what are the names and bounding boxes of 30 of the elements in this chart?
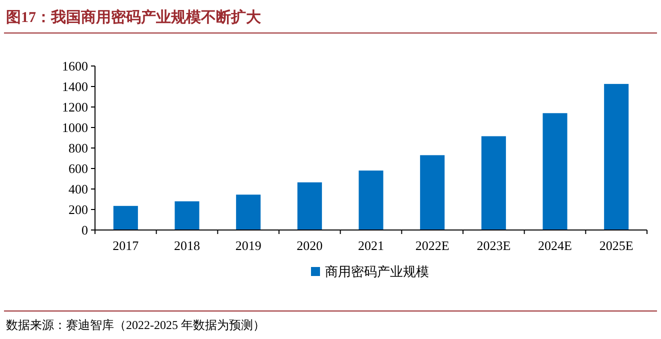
x-tick-label: 2020 [296, 238, 323, 253]
bar [420, 155, 445, 230]
x-tick-label: 2024E [538, 238, 572, 253]
y-tick-label: 400 [68, 182, 88, 196]
chart-title: 图17：我国商用密码产业规模不断扩大 [6, 8, 262, 26]
bar [481, 136, 506, 230]
bar [297, 182, 322, 230]
x-tick-label: 2022E [415, 238, 450, 253]
y-tick-label: 800 [68, 140, 88, 156]
bar [174, 201, 200, 230]
legend: 商用密码产业规模 [311, 264, 429, 279]
x-tick-label: 2023E [476, 238, 511, 253]
y-tick-label: 600 [68, 161, 88, 176]
bar [604, 84, 629, 230]
x-tick-label: 2021 [358, 238, 384, 253]
x-tick-label: 2019 [235, 238, 262, 253]
source-note: 数据来源：赛迪智库（2022-2025 年数据为预测） [6, 318, 265, 332]
y-tick-label: 1600 [62, 58, 88, 74]
y-tick-label: 1400 [62, 79, 88, 94]
bar [113, 206, 138, 230]
bar [358, 170, 384, 230]
x-tick-label: 2018 [174, 238, 200, 253]
bar [542, 113, 568, 230]
x-tick-label: 2025E [599, 238, 634, 253]
bar [236, 194, 261, 230]
y-tick-label: 0 [82, 222, 88, 238]
y-tick-label: 1200 [62, 100, 88, 114]
y-tick-label: 1000 [62, 120, 88, 135]
y-tick-label: 200 [68, 202, 88, 217]
x-tick-label: 2017 [112, 238, 140, 253]
